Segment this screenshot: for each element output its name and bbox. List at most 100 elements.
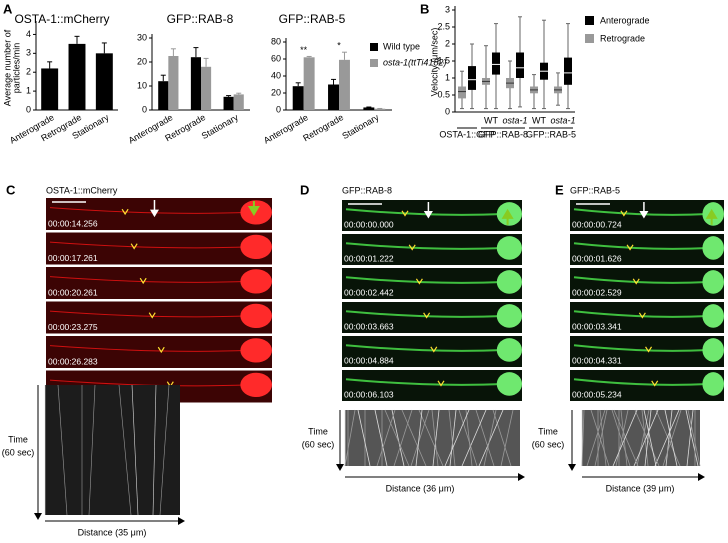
chevron [638, 312, 646, 319]
neurite [49, 310, 250, 318]
chevron [430, 346, 438, 353]
cell-body [702, 304, 724, 328]
frame [46, 232, 272, 265]
y-tick-label: 40 [271, 70, 281, 80]
y-tick-label: 2 [26, 67, 31, 77]
cell-body [496, 338, 522, 362]
neurite [345, 242, 505, 250]
y-axis-label: particles/min [11, 43, 21, 94]
cell-body [240, 372, 272, 398]
frame [46, 301, 272, 334]
neurite [345, 276, 505, 284]
y-tick-label: 1 [26, 85, 31, 95]
chart-title: OSTA-1::mCherry [14, 12, 109, 26]
chevron [651, 380, 659, 387]
panel-title: GFP::RAB-8 [342, 185, 392, 195]
kymo-trace [449, 409, 457, 467]
significance: * [337, 41, 341, 51]
x-tick-label: osta-1 [550, 115, 575, 125]
legend-swatch [585, 34, 594, 43]
bar [95, 53, 113, 110]
frame [570, 302, 724, 333]
kymo-trace [431, 409, 439, 467]
kymo-trace [687, 409, 701, 467]
timestamp: 00:00:00.000 [344, 219, 394, 229]
kymo-trace [159, 384, 170, 516]
kymo-trace [655, 409, 681, 467]
kymo-trace [432, 409, 440, 467]
x-tick-label: osta-1 [502, 115, 527, 125]
timestamp: 00:00:26.283 [48, 356, 98, 366]
neurite [573, 242, 709, 250]
neurite [345, 344, 505, 352]
distance-label: Distance (36 μm) [386, 483, 455, 493]
panel-letter: E [555, 182, 564, 197]
time-label: (60 sec) [302, 439, 335, 449]
bar [363, 107, 375, 110]
bar [68, 43, 86, 111]
x-tick-label: WT [532, 115, 546, 125]
kymo-trace [665, 409, 673, 467]
kymo-trace [374, 409, 388, 467]
kymo-trace [401, 409, 427, 467]
chart-title: GFP::RAB-5 [279, 12, 346, 26]
neurite [573, 344, 709, 352]
kymo-trace [636, 409, 650, 467]
cell-body [702, 372, 724, 396]
kymo-trace [57, 384, 68, 516]
kymo-trace [475, 409, 495, 467]
y-tick-label: 2.5 [437, 21, 450, 31]
box [458, 86, 466, 99]
cell-body [496, 270, 522, 294]
kymo-trace [590, 409, 610, 467]
bar [223, 96, 234, 110]
chevron [620, 210, 628, 217]
panel-letter: C [6, 182, 16, 197]
legend-swatch [370, 43, 378, 51]
chevron [415, 278, 423, 285]
bar [201, 66, 212, 110]
kymo-trace [418, 409, 444, 467]
cell-body [496, 304, 522, 328]
panel-letter: A [3, 1, 13, 16]
kymo-trace [613, 409, 639, 467]
kymo-trace [644, 409, 652, 467]
frame [46, 267, 272, 299]
chevron [626, 244, 634, 251]
frame [46, 336, 272, 368]
kymo-trace [662, 409, 682, 467]
frame [342, 336, 522, 367]
time-label: Time [538, 426, 558, 436]
timestamp: 00:00:20.261 [48, 287, 98, 297]
kymo-trace [581, 409, 585, 467]
timestamp: 00:00:05.234 [572, 389, 622, 399]
group-label: GFP::RAB-8 [478, 129, 528, 139]
y-tick-label: 3 [26, 48, 31, 58]
neurite [573, 310, 709, 318]
kymo-trace [686, 409, 694, 467]
y-axis-label: Velocity (μm/sec) [429, 28, 439, 97]
timestamp: 00:00:00.724 [572, 219, 622, 229]
y-tick-label: 0 [26, 104, 31, 114]
frame [570, 234, 724, 265]
timestamp: 00:00:04.331 [572, 355, 622, 365]
y-tick-label: 0.5 [437, 89, 450, 99]
legend-label: Retrograde [600, 33, 645, 43]
kymo-trace [88, 384, 96, 516]
kymo-trace [391, 409, 405, 467]
neurite [573, 276, 709, 284]
y-tick-label: 20 [137, 56, 147, 66]
neurite [49, 241, 250, 249]
y-tick-label: 0 [142, 104, 147, 114]
time-label: (60 sec) [2, 447, 35, 457]
y-tick-label: 3 [445, 4, 450, 14]
y-axis-label: Average number of [2, 29, 12, 106]
bar [339, 59, 350, 110]
kymo-trace [620, 409, 628, 467]
chevron [423, 312, 431, 319]
bar [292, 86, 304, 110]
timestamp: 00:00:04.884 [344, 355, 394, 365]
frame [570, 370, 724, 401]
cell-body [496, 372, 522, 396]
kymo-trace [641, 409, 649, 467]
